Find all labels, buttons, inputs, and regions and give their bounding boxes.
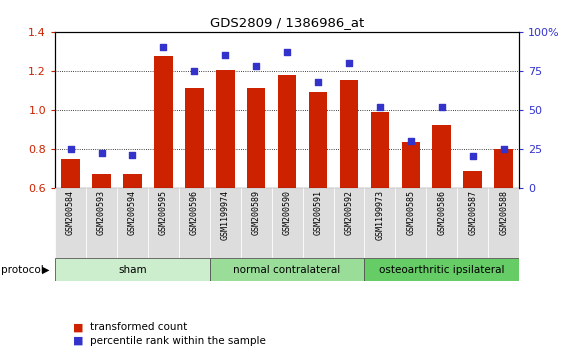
Bar (92, 175, 111, 188)
Bar (303, 188, 333, 258)
Text: percentile rank within the sample: percentile rank within the sample (90, 336, 266, 346)
Text: GSM200592: GSM200592 (345, 190, 353, 235)
Bar (179, 188, 210, 258)
Point (345, 60, 354, 66)
Bar (426, 188, 457, 258)
Bar (334, 188, 364, 258)
Text: GSM1199974: GSM1199974 (221, 190, 230, 240)
Point (128, 152, 137, 158)
Text: GSM200584: GSM200584 (66, 190, 75, 235)
Bar (55, 188, 86, 258)
Bar (117, 188, 148, 258)
Text: osteoarthritic ipsilateral: osteoarthritic ipsilateral (379, 265, 505, 275)
Text: normal contralateral: normal contralateral (234, 265, 340, 275)
Bar (364, 188, 396, 258)
Bar (309, 92, 327, 188)
Bar (185, 88, 204, 188)
Text: GSM200593: GSM200593 (97, 190, 106, 235)
Text: ■: ■ (72, 322, 83, 332)
Text: GSM1199973: GSM1199973 (375, 190, 385, 240)
Bar (241, 188, 271, 258)
Bar (55, 258, 210, 281)
Point (252, 63, 261, 69)
Bar (371, 112, 389, 188)
Bar (457, 188, 488, 258)
Point (313, 79, 322, 85)
Point (97, 150, 106, 156)
Bar (488, 188, 519, 258)
Point (437, 104, 447, 109)
Bar (154, 56, 173, 188)
Text: GSM200596: GSM200596 (190, 190, 199, 235)
Point (66, 146, 75, 152)
Point (190, 68, 199, 74)
Point (220, 52, 230, 58)
Bar (340, 80, 358, 188)
Text: GSM200595: GSM200595 (159, 190, 168, 235)
Text: sham: sham (118, 265, 147, 275)
Text: ■: ■ (72, 336, 83, 346)
Bar (433, 125, 451, 188)
Bar (463, 171, 482, 188)
Bar (396, 188, 426, 258)
Bar (86, 188, 117, 258)
Text: protocol: protocol (1, 265, 44, 275)
Text: ▶: ▶ (42, 265, 50, 275)
Point (499, 146, 508, 152)
Point (159, 45, 168, 50)
Text: GSM200588: GSM200588 (499, 190, 508, 235)
Text: transformed count: transformed count (90, 322, 187, 332)
Text: GSM200585: GSM200585 (407, 190, 415, 235)
Point (468, 154, 477, 159)
Title: GDS2809 / 1386986_at: GDS2809 / 1386986_at (210, 16, 364, 29)
Text: GSM200591: GSM200591 (314, 190, 322, 235)
Bar (123, 173, 142, 188)
Bar (364, 258, 519, 281)
Bar (148, 188, 179, 258)
Text: GSM200586: GSM200586 (437, 190, 446, 235)
Bar (210, 258, 364, 281)
Text: GSM200589: GSM200589 (252, 190, 260, 235)
Bar (61, 159, 80, 188)
Bar (494, 149, 513, 188)
Bar (271, 188, 303, 258)
Text: GSM200590: GSM200590 (282, 190, 292, 235)
Bar (278, 75, 296, 188)
Text: GSM200587: GSM200587 (468, 190, 477, 235)
Bar (210, 188, 241, 258)
Bar (401, 142, 420, 188)
Bar (216, 70, 234, 188)
Point (282, 49, 292, 55)
Point (375, 104, 385, 109)
Point (406, 138, 415, 144)
Text: GSM200594: GSM200594 (128, 190, 137, 235)
Bar (247, 88, 266, 188)
